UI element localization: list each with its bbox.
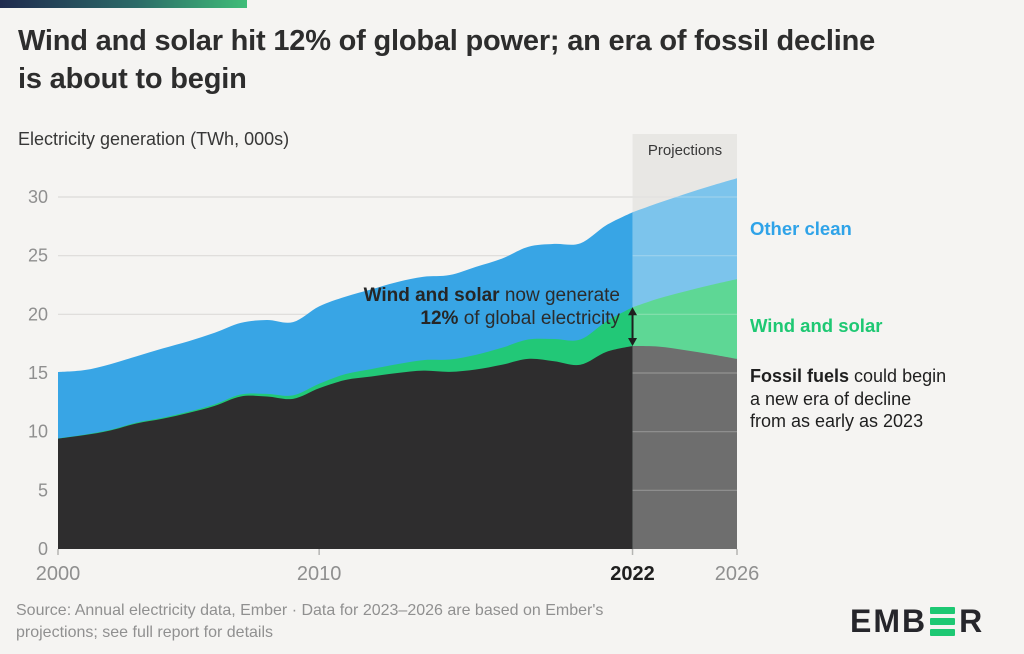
page-title: Wind and solar hit 12% of global power; … — [18, 22, 1008, 98]
chart-subtitle: Electricity generation (TWh, 000s) — [18, 129, 290, 149]
source-line1: Source: Annual electricity data, Ember ·… — [16, 602, 604, 619]
series-label-other-clean: Other clean — [750, 218, 852, 239]
fossil-label-rest: could begin — [849, 366, 947, 386]
chart-canvas: 0 5 10 15 20 25 30 2000 2010 2022 2026 — [28, 134, 760, 585]
annotation-line1: Wind and solar now generate — [364, 284, 620, 307]
svg-text:0: 0 — [38, 539, 48, 559]
fossil-label-line3: from as early as 2023 — [750, 411, 924, 431]
annotation-bold1: Wind and solar — [363, 285, 500, 306]
svg-text:20: 20 — [28, 304, 48, 324]
svg-text:30: 30 — [28, 187, 48, 207]
logo-bars-e-icon — [930, 606, 956, 636]
annotation-line2: 12% of global electricity — [364, 307, 620, 330]
source-note: Source: Annual electricity data, Ember ·… — [16, 600, 716, 644]
svg-text:2022: 2022 — [610, 563, 655, 585]
annotation-rest2: of global electricity — [458, 308, 620, 329]
ember-logo: EMB R — [850, 605, 984, 637]
fossil-label-bold: Fossil fuels — [750, 366, 850, 386]
page-title-line1: Wind and solar hit 12% of global power; … — [18, 25, 876, 57]
brand-gradient-bar — [0, 0, 247, 8]
svg-text:10: 10 — [28, 422, 48, 442]
fossil-label-line2: a new era of decline — [750, 388, 912, 409]
series-label-fossil-fuels: Fossil fuels could begin a new era of de… — [750, 365, 990, 433]
svg-text:2026: 2026 — [715, 563, 760, 585]
logo-text-r: R — [959, 603, 985, 639]
svg-text:5: 5 — [38, 480, 48, 500]
logo-text-emb: EMB — [850, 603, 928, 639]
annotation-bold2: 12% — [420, 308, 459, 329]
page-title-line2: is about to begin — [18, 63, 247, 95]
annotation-rest1: now generate — [499, 285, 620, 306]
svg-text:25: 25 — [28, 246, 48, 266]
projections-label: Projections — [647, 142, 723, 159]
svg-text:2010: 2010 — [297, 563, 342, 585]
svg-text:15: 15 — [28, 363, 48, 383]
series-label-wind-solar: Wind and solar — [750, 315, 883, 336]
source-line2: projections; see full report for details — [16, 624, 274, 641]
wind-solar-annotation: Wind and solar now generate 12% of globa… — [364, 284, 620, 330]
svg-text:2000: 2000 — [36, 563, 81, 585]
